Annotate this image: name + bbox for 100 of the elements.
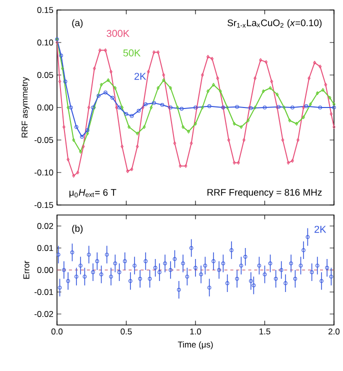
point bbox=[240, 125, 243, 129]
y-tick-label: 0.15 bbox=[37, 7, 54, 13]
point bbox=[210, 56, 214, 61]
point bbox=[286, 160, 290, 165]
point bbox=[212, 82, 215, 87]
point bbox=[58, 80, 62, 84]
point bbox=[324, 82, 328, 87]
point bbox=[190, 141, 193, 146]
point bbox=[156, 86, 160, 90]
y-tick-label: -0.10 bbox=[34, 170, 54, 176]
point bbox=[120, 106, 124, 110]
point bbox=[316, 91, 319, 96]
point bbox=[282, 106, 286, 110]
point bbox=[253, 76, 256, 80]
point bbox=[262, 106, 267, 110]
point bbox=[307, 76, 310, 80]
y-tick-label: -0.05 bbox=[34, 137, 54, 143]
point bbox=[328, 96, 332, 100]
point bbox=[66, 106, 70, 110]
point bbox=[152, 101, 156, 105]
point bbox=[242, 138, 246, 142]
point bbox=[126, 169, 130, 174]
point bbox=[117, 106, 122, 110]
series-label: 2K bbox=[314, 226, 326, 233]
point bbox=[235, 104, 239, 109]
annotation: RRF Frequency = 816 MHz bbox=[207, 189, 322, 198]
point bbox=[141, 106, 144, 110]
point bbox=[127, 125, 130, 129]
point bbox=[253, 106, 256, 110]
point bbox=[318, 106, 322, 110]
point bbox=[106, 78, 110, 82]
point bbox=[232, 160, 236, 165]
point bbox=[144, 102, 148, 106]
point bbox=[104, 48, 107, 52]
point bbox=[226, 106, 229, 110]
point bbox=[186, 130, 190, 134]
point bbox=[114, 106, 118, 110]
point bbox=[146, 70, 150, 74]
point bbox=[130, 167, 134, 172]
y-axis-title: Error bbox=[23, 260, 30, 279]
point bbox=[236, 160, 240, 165]
text: Sr$_{1-x}$La$_{x}$CuO$_{2}$ (x=0.10) bbox=[227, 19, 322, 28]
x-tick-label: 0.0 bbox=[51, 328, 62, 335]
point bbox=[87, 106, 90, 110]
point bbox=[321, 88, 324, 92]
point bbox=[184, 164, 188, 168]
point bbox=[152, 50, 156, 54]
point bbox=[72, 138, 76, 142]
annotation: μ$_{0}$H$_{ext}$= 6 T bbox=[69, 189, 116, 198]
y-tick-label: -0.01 bbox=[34, 289, 53, 295]
point bbox=[82, 144, 85, 148]
point bbox=[264, 60, 268, 64]
point bbox=[290, 106, 294, 110]
point bbox=[262, 89, 265, 94]
text: 2K bbox=[134, 72, 146, 80]
x-tick-label: 2.0 bbox=[328, 328, 340, 335]
point bbox=[181, 125, 184, 129]
point bbox=[92, 66, 96, 70]
point bbox=[78, 150, 82, 154]
point bbox=[150, 106, 153, 110]
text: 50K bbox=[123, 49, 140, 56]
point bbox=[66, 158, 70, 162]
y-tick-label: 0.02 bbox=[37, 223, 53, 229]
point bbox=[98, 48, 102, 52]
y-tick-label: 0.05 bbox=[37, 72, 54, 78]
annotation: (a) bbox=[72, 19, 82, 28]
point bbox=[200, 73, 204, 77]
point bbox=[142, 125, 146, 129]
point bbox=[194, 122, 197, 126]
point bbox=[124, 112, 128, 116]
y-tick-label: 0.10 bbox=[37, 40, 54, 46]
point bbox=[180, 106, 184, 111]
point bbox=[330, 112, 333, 116]
point bbox=[178, 164, 182, 168]
y-tick-label: -0.02 bbox=[34, 311, 53, 317]
point bbox=[302, 115, 305, 120]
y-tick-label: 0.00 bbox=[37, 267, 54, 273]
point bbox=[86, 132, 89, 136]
y-tick-label: 0.01 bbox=[37, 245, 53, 251]
point bbox=[162, 73, 166, 77]
point bbox=[296, 138, 300, 142]
y-axis-title: RRF asymmetry bbox=[22, 76, 30, 138]
point bbox=[281, 138, 284, 142]
point bbox=[206, 54, 210, 59]
point bbox=[270, 80, 274, 84]
point bbox=[85, 128, 90, 132]
point bbox=[268, 86, 272, 90]
point bbox=[206, 89, 210, 94]
point bbox=[308, 102, 312, 106]
x-tick-label: 1.0 bbox=[190, 328, 201, 335]
point bbox=[313, 60, 316, 65]
point bbox=[68, 106, 73, 110]
point bbox=[74, 125, 78, 129]
point bbox=[110, 96, 114, 100]
y-tick-label: -0.15 bbox=[34, 202, 54, 208]
point bbox=[114, 86, 117, 90]
point bbox=[59, 54, 63, 58]
point bbox=[173, 141, 176, 146]
point bbox=[216, 76, 220, 80]
point bbox=[259, 58, 262, 62]
